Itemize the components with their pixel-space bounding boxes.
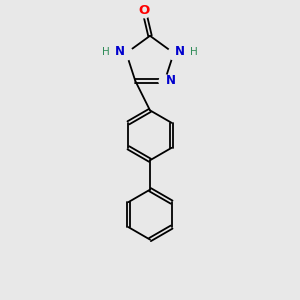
Text: N: N [166, 74, 176, 88]
Text: O: O [139, 4, 150, 17]
Text: H: H [190, 46, 198, 57]
Text: N: N [175, 45, 185, 58]
Text: N: N [115, 45, 125, 58]
Text: H: H [102, 46, 110, 57]
